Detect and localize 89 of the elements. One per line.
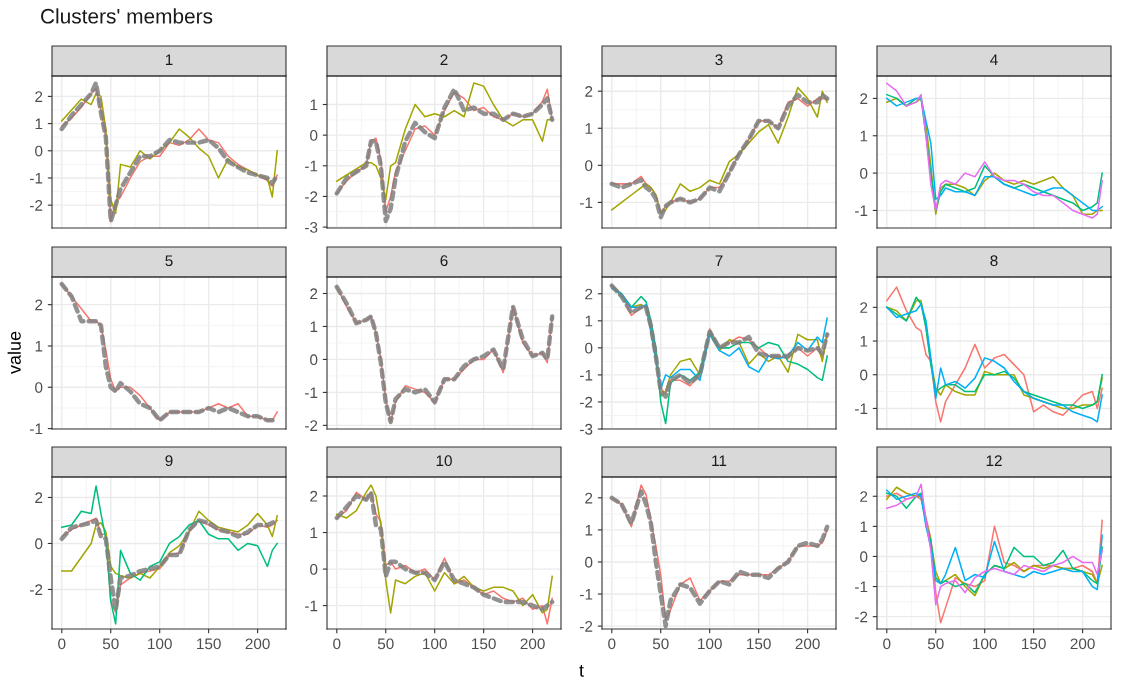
chart-title: 9 bbox=[165, 455, 173, 467]
y-tick-label: 2 bbox=[860, 491, 868, 502]
y-tick-label: -1 bbox=[855, 581, 868, 593]
chart-title: 5 bbox=[165, 255, 173, 267]
x-tick-label: 100 bbox=[698, 638, 722, 650]
y-tick-label: 0 bbox=[35, 145, 43, 157]
y-tick-label: 2 bbox=[585, 288, 593, 300]
y-tick-label: 1 bbox=[585, 123, 593, 134]
y-tick-label: -1 bbox=[855, 403, 868, 414]
y-tick-label: -2 bbox=[580, 396, 593, 408]
chart-title: 11 bbox=[712, 455, 727, 466]
x-tick-label: 50 bbox=[377, 638, 394, 650]
y-tick-label: -1 bbox=[580, 589, 593, 600]
y-tick-label: 1 bbox=[35, 341, 43, 352]
chart-title: 1 bbox=[165, 54, 173, 65]
x-axis-title: t bbox=[579, 664, 584, 677]
y-tick-label: 1 bbox=[35, 118, 43, 130]
y-tick-label: -3 bbox=[305, 221, 318, 233]
x-tick-label: 150 bbox=[1022, 638, 1046, 650]
y-tick-label: 2 bbox=[585, 492, 593, 504]
x-tick-label: 150 bbox=[747, 638, 771, 650]
chart-title: 8 bbox=[990, 255, 998, 267]
y-tick-label: -1 bbox=[305, 600, 318, 612]
y-tick-label: 0 bbox=[310, 354, 318, 366]
x-tick-label: 0 bbox=[608, 638, 616, 650]
x-tick-label: 50 bbox=[102, 638, 119, 650]
x-tick-label: 200 bbox=[245, 638, 270, 650]
y-tick-label: 1 bbox=[310, 99, 318, 111]
chart-title: 2 bbox=[440, 54, 448, 65]
y-tick-label: 2 bbox=[310, 288, 318, 300]
x-tick-label: 0 bbox=[883, 638, 891, 650]
y-tick-label: -2 bbox=[305, 191, 318, 202]
y-tick-label: 1 bbox=[310, 527, 318, 539]
y-tick-label: 0 bbox=[310, 130, 318, 141]
y-tick-label: 0 bbox=[860, 167, 868, 179]
y-tick-label: -1 bbox=[580, 197, 593, 208]
y-tick-label: 1 bbox=[860, 336, 868, 347]
y-tick-label: -1 bbox=[580, 369, 593, 381]
y-tick-label: 2 bbox=[35, 492, 43, 503]
y-tick-label: -1 bbox=[855, 205, 868, 216]
y-tick-label: 1 bbox=[860, 130, 868, 142]
x-tick-label: 200 bbox=[520, 638, 545, 650]
y-tick-label: -3 bbox=[580, 423, 593, 435]
y-tick-label: 2 bbox=[35, 91, 43, 102]
y-tick-label: 0 bbox=[585, 556, 593, 568]
chart-title: 6 bbox=[440, 255, 448, 267]
y-tick-label: -2 bbox=[30, 200, 43, 211]
y-tick-label: 0 bbox=[35, 538, 43, 550]
x-tick-label: 100 bbox=[423, 638, 447, 650]
chart-title: 12 bbox=[986, 455, 1002, 466]
y-tick-label: 0 bbox=[860, 369, 868, 381]
y-tick-label: -1 bbox=[305, 160, 318, 172]
y-tick-label: -2 bbox=[855, 611, 868, 623]
chart-title: 3 bbox=[715, 54, 723, 66]
chart-title: 4 bbox=[990, 54, 998, 65]
y-tick-label: 0 bbox=[35, 382, 43, 393]
x-tick-label: 200 bbox=[1070, 638, 1095, 650]
y-tick-label: 0 bbox=[310, 563, 318, 575]
y-tick-label: 1 bbox=[310, 321, 318, 332]
x-tick-label: 100 bbox=[973, 638, 997, 650]
y-tick-label: 1 bbox=[585, 524, 593, 536]
x-tick-label: 150 bbox=[197, 638, 221, 650]
y-tick-label: 0 bbox=[585, 342, 593, 354]
y-tick-label: 2 bbox=[310, 490, 318, 502]
y-tick-label: 2 bbox=[860, 93, 868, 104]
y-tick-label: -1 bbox=[30, 423, 43, 435]
y-tick-label: 0 bbox=[585, 160, 593, 172]
y-tick-label: -1 bbox=[305, 387, 318, 398]
x-tick-label: 100 bbox=[148, 638, 172, 650]
x-tick-label: 0 bbox=[333, 638, 341, 650]
y-tick-label: 1 bbox=[585, 315, 593, 327]
x-tick-label: 150 bbox=[472, 638, 496, 650]
y-tick-label: 2 bbox=[35, 299, 43, 311]
y-tick-label: -1 bbox=[30, 172, 43, 184]
y-tick-label: 2 bbox=[585, 86, 593, 97]
x-tick-label: 50 bbox=[652, 638, 669, 650]
x-tick-label: 50 bbox=[927, 638, 944, 650]
chart-title: 10 bbox=[436, 455, 452, 467]
y-axis-title: value bbox=[7, 331, 21, 375]
y-tick-label: -2 bbox=[580, 620, 593, 632]
chart-title: 7 bbox=[715, 255, 723, 266]
x-tick-label: 0 bbox=[58, 638, 66, 650]
y-tick-label: -2 bbox=[30, 584, 43, 595]
y-tick-label: 0 bbox=[860, 551, 868, 563]
x-tick-label: 200 bbox=[795, 638, 820, 650]
text: Clusters' members bbox=[41, 8, 213, 24]
y-tick-label: 1 bbox=[860, 521, 868, 532]
y-tick-label: -2 bbox=[305, 420, 318, 431]
y-tick-label: 2 bbox=[860, 302, 868, 313]
